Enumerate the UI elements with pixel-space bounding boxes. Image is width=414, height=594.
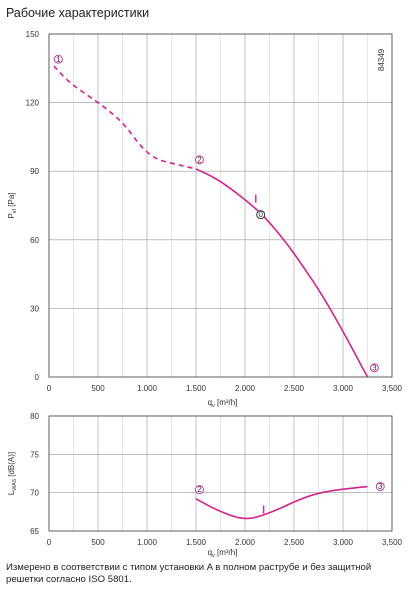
curve-dashed bbox=[53, 65, 197, 170]
y-tick-label: 30 bbox=[30, 304, 39, 313]
x-tick-label: 2.500 bbox=[284, 384, 305, 393]
x-tick-label: 2.500 bbox=[284, 538, 305, 547]
x-tick-label: 3.000 bbox=[333, 384, 354, 393]
marker-label: 2 bbox=[197, 485, 202, 494]
marker-circle bbox=[375, 482, 385, 491]
x-tick-label: 3,500 bbox=[382, 384, 403, 393]
y-tick-label: 70 bbox=[30, 489, 39, 498]
x-tick-label: 0 bbox=[47, 538, 52, 547]
x-tick-label: 500 bbox=[91, 538, 105, 547]
performance-charts: 0 500 1.000 1.500 2.000 2.500 3.000 3,500030609… bbox=[7, 30, 403, 559]
marker-circle bbox=[369, 363, 379, 373]
x-tick-label: 1.500 bbox=[186, 384, 207, 393]
y-tick-label: 120 bbox=[26, 99, 40, 108]
marker-circle bbox=[53, 54, 63, 64]
marker-label: 2 bbox=[197, 155, 202, 164]
x-tick-label: 1.500 bbox=[186, 538, 207, 547]
plot-frame bbox=[48, 33, 393, 378]
y-axis-label: LWA5 [dB(A)] bbox=[7, 452, 18, 495]
x-tick-label: 2.000 bbox=[235, 384, 256, 393]
y-tick-label: 65 bbox=[30, 527, 39, 536]
x-axis-label: qv [m³/h] bbox=[208, 548, 238, 559]
y-tick-label: 60 bbox=[30, 236, 39, 245]
curve-solid bbox=[195, 168, 369, 378]
marker-label: 3 bbox=[372, 363, 377, 372]
marker-circle bbox=[256, 210, 266, 220]
y-tick-label: 90 bbox=[30, 167, 39, 176]
x-tick-label: 0 bbox=[47, 384, 52, 393]
plot-frame bbox=[48, 415, 393, 532]
x-tick-label: 3,500 bbox=[382, 538, 403, 547]
footnote: Измерено в соответствии с типом установк… bbox=[6, 562, 372, 585]
y-tick-label: 150 bbox=[26, 30, 40, 39]
y-tick-label: 75 bbox=[30, 450, 39, 459]
marker-circle bbox=[194, 485, 204, 495]
x-tick-label: 3.000 bbox=[333, 538, 354, 547]
curve-solid bbox=[195, 485, 368, 520]
x-tick-label: 1.000 bbox=[137, 384, 158, 393]
marker-circle bbox=[194, 155, 204, 165]
page-title: Рабочие характеристики bbox=[6, 6, 150, 20]
y-tick-label: 80 bbox=[30, 412, 39, 421]
chart-id-label: 84349 bbox=[377, 48, 386, 71]
x-tick-label: 1.000 bbox=[137, 538, 158, 547]
y-axis-label: Psf [Pa] bbox=[7, 192, 18, 218]
marker-label: 1 bbox=[56, 55, 61, 64]
x-tick-label: 2.000 bbox=[235, 538, 256, 547]
x-axis-label: qv [m³/h] bbox=[208, 398, 238, 409]
marker-label: 3 bbox=[378, 482, 383, 491]
x-tick-label: 500 bbox=[91, 384, 105, 393]
y-tick-label: 0 bbox=[35, 373, 40, 382]
marker-label: 0 bbox=[258, 210, 263, 219]
